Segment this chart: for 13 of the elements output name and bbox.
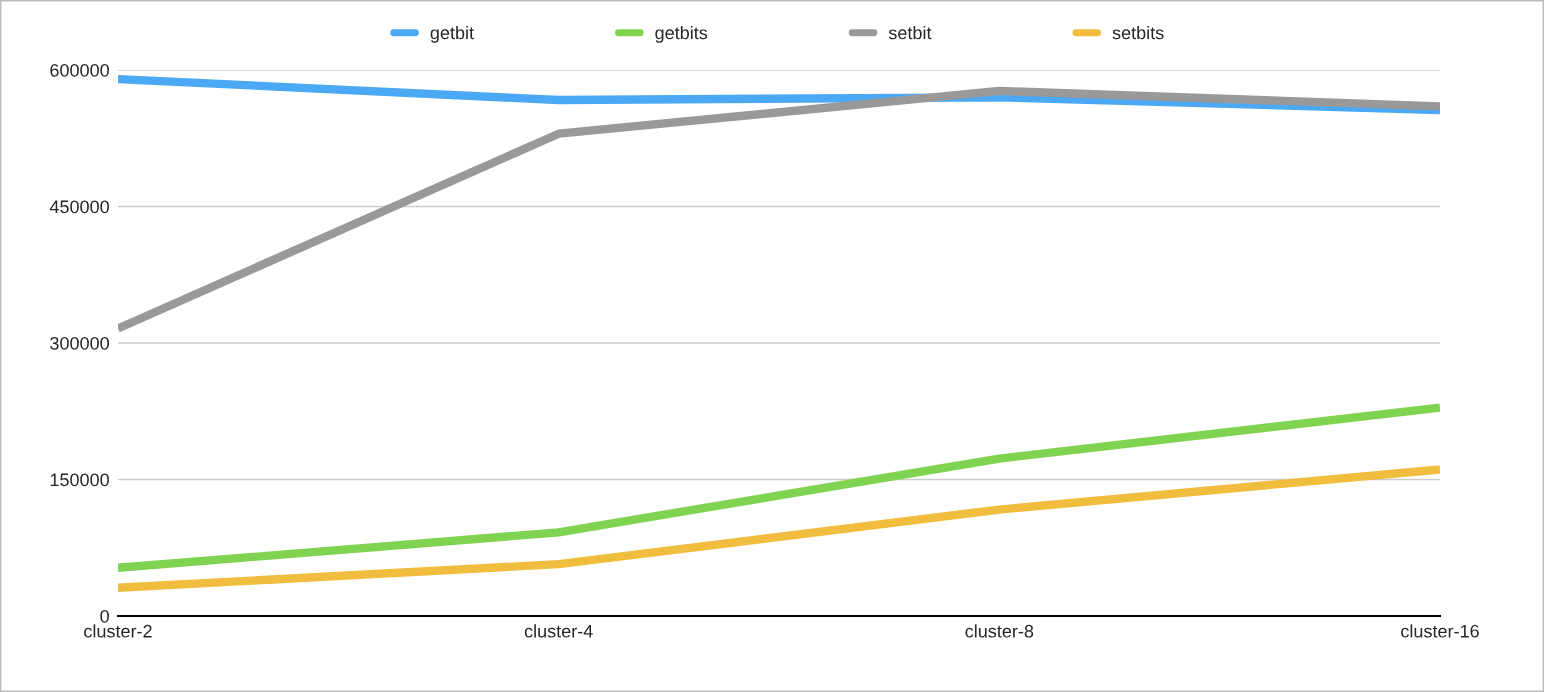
x-tick-label: cluster-2 <box>84 624 152 638</box>
x-tick-label: cluster-16 <box>1401 624 1479 638</box>
y-tick-label: 150000 <box>50 473 109 487</box>
x-tick-label: cluster-8 <box>965 624 1034 638</box>
legend-label: getbits <box>655 26 708 43</box>
legend-label: setbits <box>1112 26 1164 40</box>
y-tick-label: 300000 <box>50 336 109 350</box>
y-tick-label: 600000 <box>50 63 109 77</box>
legend-label: getbit <box>430 26 474 43</box>
y-tick-label: 450000 <box>49 200 109 214</box>
y-tick-label: 0 <box>100 609 109 623</box>
x-tick-label: cluster-4 <box>524 624 593 638</box>
legend-label: setbit <box>888 26 932 40</box>
